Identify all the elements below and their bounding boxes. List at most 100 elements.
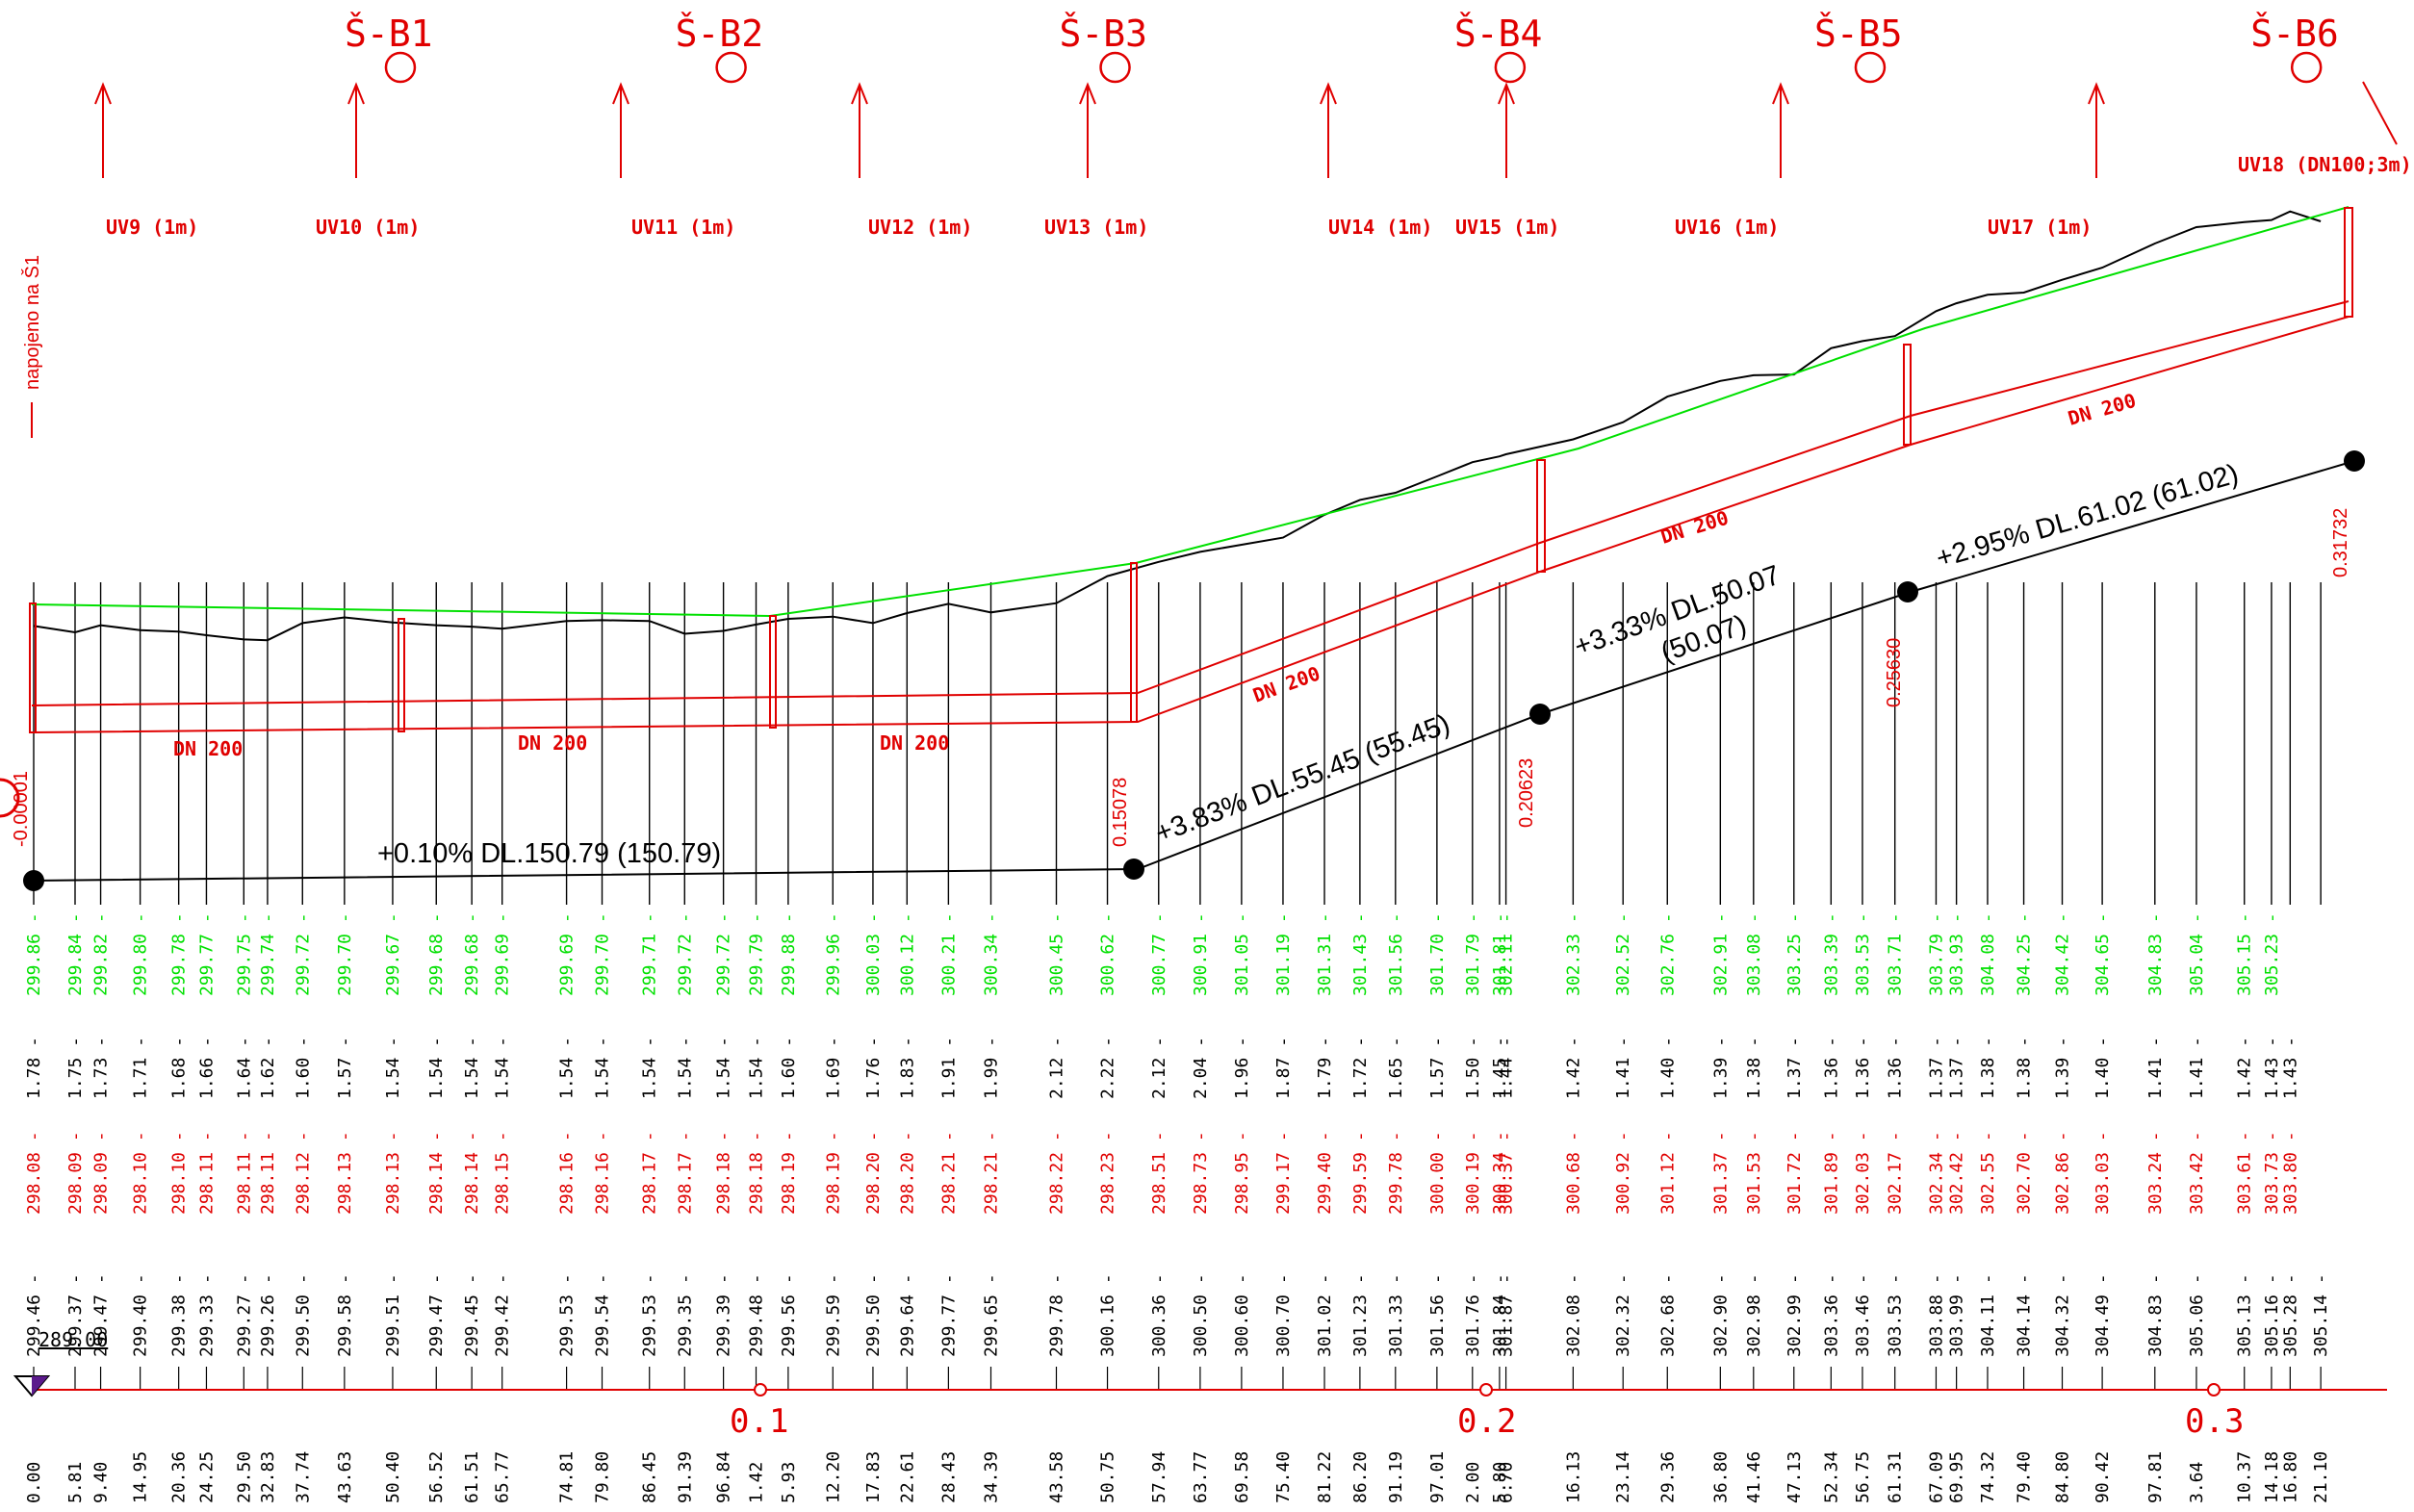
terrain-value: 299.45 -: [462, 1273, 482, 1357]
ground-value: 300.03 -: [863, 912, 884, 996]
invert-value: 299.17 -: [1273, 1131, 1294, 1215]
dn-label-6: DN 200: [2066, 389, 2139, 430]
dn-label-5: DN 200: [1657, 506, 1731, 549]
ground-value: 305.04 -: [2187, 912, 2207, 996]
station-value: 37.74: [293, 1451, 313, 1503]
ground-value: 299.69 -: [557, 912, 578, 996]
terrain-value: 299.42 -: [493, 1273, 513, 1357]
depth-value: 1.68 -: [169, 1037, 190, 1099]
invert-value: 299.78 -: [1386, 1131, 1406, 1215]
depth-value: 1.57 -: [335, 1037, 355, 1099]
invert-value: 303.03 -: [2093, 1131, 2113, 1215]
depth-value: 1.50 -: [1463, 1037, 1483, 1099]
depth-value: 1.62 -: [258, 1037, 278, 1099]
station-value: 61.51: [462, 1451, 482, 1503]
station-value: 21.10: [2311, 1451, 2331, 1503]
manhole-label: Š-B3: [1060, 13, 1148, 55]
manhole-circle-icon: [384, 51, 417, 84]
ground-value: 299.72 -: [714, 912, 734, 996]
station-value: 24.25: [197, 1451, 218, 1503]
km-label-1: 0.1: [730, 1402, 788, 1441]
terrain-value: 299.56 -: [779, 1273, 799, 1357]
terrain-value: 299.40 -: [131, 1273, 151, 1357]
terrain-value: 299.27 -: [234, 1273, 254, 1357]
shaft-b4: [1536, 459, 1546, 573]
station-value: 61.31: [1886, 1451, 1906, 1503]
depth-value: 1.45 -: [1490, 1037, 1510, 1099]
terrain-value: 301.76 -: [1463, 1273, 1483, 1357]
station-value: 56.75: [1853, 1451, 1873, 1503]
invert-value: 298.12 -: [293, 1131, 313, 1215]
invert-value: 302.34 -: [1927, 1131, 1947, 1215]
shaft-b5: [1903, 344, 1912, 446]
connection-label: UV15 (1m): [1455, 216, 1559, 239]
invert-value: 298.08 -: [24, 1131, 44, 1215]
invert-value: 298.18 -: [747, 1131, 767, 1215]
ground-value: 301.31 -: [1315, 912, 1335, 996]
station-value: 47.13: [1785, 1451, 1805, 1503]
invert-value: 302.17 -: [1886, 1131, 1906, 1215]
pipe-dn-labels: DN 200 DN 200 DN 200 DN 200 DN 200 DN 20…: [173, 389, 2139, 760]
ground-value: 303.93 -: [1947, 912, 1967, 996]
ground-value: 301.19 -: [1273, 912, 1294, 996]
terrain-value: 301.56 -: [1427, 1273, 1448, 1357]
invert-value: 298.16 -: [593, 1131, 613, 1215]
ground-value: 299.72 -: [675, 912, 695, 996]
terrain-value: 300.36 -: [1149, 1273, 1169, 1357]
ground-value: 303.39 -: [1821, 912, 1841, 996]
datum-marker-fill: [32, 1376, 48, 1396]
invert-value: 298.15 -: [493, 1131, 513, 1215]
connection-arrows: UV9 (1m) UV10 (1m) UV11 (1m) UV12 (1m) UV13 …: [94, 81, 2412, 239]
arrow-head-icon: [1079, 82, 1096, 105]
km-circle-2: [1479, 1383, 1493, 1397]
station-value: 52.34: [1821, 1451, 1841, 1503]
depth-value: 1.43 -: [2280, 1037, 2300, 1099]
ground-value: 303.79 -: [1927, 912, 1947, 996]
manhole-label: Š-B1: [345, 13, 433, 55]
station-value: 86.20: [1350, 1451, 1371, 1503]
manhole-label: Š-B6: [2250, 13, 2339, 55]
terrain-value: 299.47 -: [426, 1273, 447, 1357]
station-value: 9.40: [91, 1462, 112, 1503]
ground-value: 299.80 -: [131, 912, 151, 996]
terrain-value: 303.36 -: [1821, 1273, 1841, 1357]
km-circle-3: [2207, 1383, 2221, 1397]
invert-value: 298.14 -: [462, 1131, 482, 1215]
invert-value: 299.40 -: [1315, 1131, 1335, 1215]
depth-row: 1.78 - 1.75 -1.73 - 1.71 - 1.68 - 1.66 - 1.64…: [24, 1037, 2300, 1099]
invert-value: 301.72 -: [1785, 1131, 1805, 1215]
manhole-label: Š-B5: [1814, 13, 1903, 55]
invert-value: 298.09 -: [65, 1131, 86, 1215]
invert-value: 298.21 -: [938, 1131, 959, 1215]
depth-value: 1.41 -: [2145, 1037, 2166, 1099]
terrain-value: 299.46 -: [24, 1273, 44, 1357]
depth-value: 1.78 -: [24, 1037, 44, 1099]
terrain-value: 302.08 -: [1563, 1273, 1583, 1357]
station-value: 20.36: [169, 1451, 190, 1503]
manhole-circle-icon: [715, 51, 747, 84]
invert-value: 298.23 -: [1098, 1131, 1118, 1215]
terrain-value: 303.99 -: [1947, 1273, 1967, 1357]
shaft-start: [29, 602, 37, 733]
terrain-value: 303.53 -: [1886, 1273, 1906, 1357]
ground-value: 300.34 -: [982, 912, 1002, 996]
node-values: -0.00001 0.15078 0.20623 0.25630 0.31732: [11, 508, 2351, 847]
terrain-value: 305.06 -: [2187, 1273, 2207, 1357]
station-value: 36.80: [1710, 1451, 1731, 1503]
depth-value: 1.96 -: [1232, 1037, 1252, 1099]
manhole-circle-icon: [2290, 51, 2323, 84]
station-value: 2.00: [1463, 1462, 1483, 1503]
ground-value: 300.12 -: [897, 912, 917, 996]
invert-value: 302.03 -: [1853, 1131, 1873, 1215]
invert-value: 300.00 -: [1427, 1131, 1448, 1215]
connection-label: UV13 (1m): [1044, 216, 1148, 239]
connection-label: UV10 (1m): [316, 216, 420, 239]
station-value: 79.80: [593, 1451, 613, 1503]
station-value: 75.40: [1273, 1451, 1294, 1503]
ground-value: 301.56 -: [1386, 912, 1406, 996]
node-3: [1529, 704, 1551, 725]
station-value: 90.42: [2093, 1451, 2113, 1503]
ground-value: 302.33 -: [1563, 912, 1583, 996]
connection-label: UV14 (1m): [1328, 216, 1432, 239]
invert-value: 300.37 -: [1497, 1131, 1517, 1215]
